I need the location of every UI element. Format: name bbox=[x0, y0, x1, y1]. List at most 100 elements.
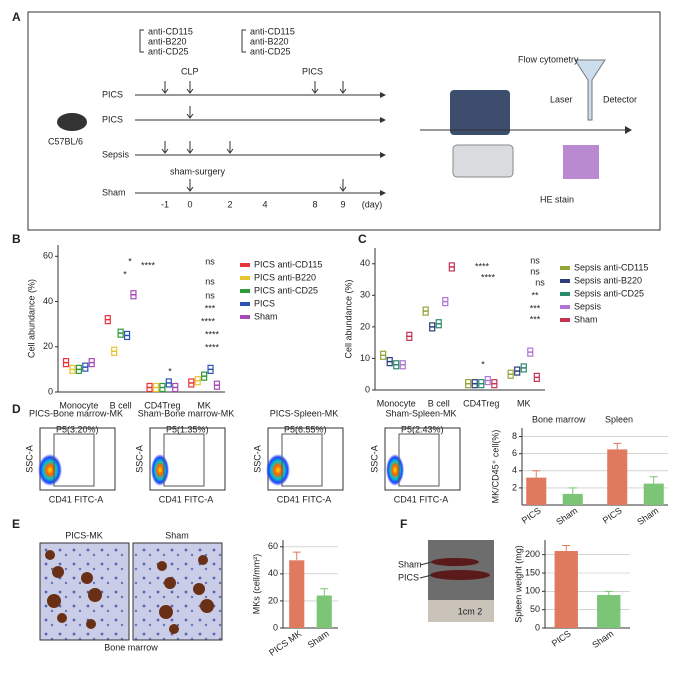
error-bar bbox=[292, 551, 301, 561]
pointer bbox=[419, 561, 433, 566]
row-label: PICS bbox=[102, 114, 123, 124]
legend-label: Sham bbox=[574, 314, 598, 324]
x-tick-label: MK bbox=[197, 400, 211, 410]
group-label: Spleen bbox=[605, 414, 633, 424]
sham-surgery: sham-surgery bbox=[170, 166, 226, 176]
x-tick-label: Sham bbox=[306, 628, 331, 650]
drug: anti-B220 bbox=[250, 36, 289, 46]
y-axis-label: Spleen weight (mg) bbox=[513, 545, 523, 623]
y-tick-label: 40 bbox=[43, 296, 53, 306]
legend-label: PICS anti-B220 bbox=[254, 272, 316, 282]
significance: **** bbox=[481, 272, 496, 282]
day-tick: (day) bbox=[362, 199, 383, 209]
significance: **** bbox=[475, 261, 490, 271]
megakaryocyte bbox=[200, 599, 214, 613]
mouse-label: C57BL/6 bbox=[48, 136, 83, 146]
flow-density bbox=[151, 454, 169, 486]
drug: anti-CD115 bbox=[250, 26, 295, 36]
bar bbox=[607, 449, 628, 505]
megakaryocyte bbox=[198, 555, 208, 565]
flow-density bbox=[38, 454, 62, 486]
legend-label: Sepsis bbox=[574, 301, 602, 311]
timeline-arrow bbox=[380, 190, 386, 196]
day-tick: -1 bbox=[161, 199, 169, 209]
timeline-arrow bbox=[380, 92, 386, 98]
y-tick-label: 40 bbox=[268, 568, 278, 578]
y-tick-label: 6 bbox=[512, 448, 517, 458]
legend-swatch bbox=[240, 263, 250, 267]
x-axis-label: CD41 FITC-A bbox=[277, 494, 332, 504]
y-tick-label: 20 bbox=[43, 341, 53, 351]
drug: anti-CD25 bbox=[148, 46, 189, 56]
image-title: Sham bbox=[165, 530, 189, 540]
x-tick-label: Sham bbox=[590, 628, 615, 650]
y-tick-label: 0 bbox=[535, 622, 540, 632]
megakaryocyte bbox=[157, 561, 167, 571]
event-arrow bbox=[186, 81, 194, 94]
timeline-arrow bbox=[380, 117, 386, 123]
y-axis-label: Cell abundance (%) bbox=[26, 279, 36, 358]
significance: *** bbox=[530, 314, 541, 324]
significance: ns bbox=[535, 277, 545, 287]
y-tick-label: 200 bbox=[525, 549, 540, 559]
y-axis-label: SSC-A bbox=[24, 445, 34, 473]
panel-label: E bbox=[12, 517, 20, 531]
significance: ns bbox=[205, 256, 215, 266]
group-label: Bone marrow bbox=[532, 414, 586, 424]
legend-label: PICS anti-CD25 bbox=[254, 285, 318, 295]
x-tick-label: Sham bbox=[554, 505, 579, 527]
error-bar bbox=[613, 442, 622, 450]
bar bbox=[562, 493, 583, 505]
bracket bbox=[241, 29, 246, 53]
day-tick: 9 bbox=[340, 199, 345, 209]
bracket bbox=[139, 29, 144, 53]
x-tick-label: CD4Treg bbox=[144, 400, 180, 410]
megakaryocyte bbox=[47, 594, 61, 608]
x-axis-label: CD41 FITC-A bbox=[49, 494, 104, 504]
ruler bbox=[428, 600, 494, 622]
gate bbox=[163, 433, 205, 487]
y-tick-label: 50 bbox=[530, 604, 540, 614]
y-tick-label: 0 bbox=[48, 386, 53, 396]
gate bbox=[53, 433, 95, 487]
y-axis-label: SSC-A bbox=[134, 445, 144, 473]
x-tick-label: Monocyte bbox=[59, 400, 98, 410]
legend-swatch bbox=[560, 279, 570, 283]
panel-label: B bbox=[12, 232, 21, 246]
event-arrow bbox=[186, 141, 194, 154]
flow-title: PICS-Bone marrow-MK bbox=[29, 408, 123, 418]
row-label: Sham bbox=[102, 187, 126, 197]
row-label: Sepsis bbox=[102, 149, 130, 159]
error-bar bbox=[568, 487, 577, 494]
drug: anti-B220 bbox=[148, 36, 187, 46]
y-axis-label: SSC-A bbox=[369, 445, 379, 473]
megakaryocyte bbox=[45, 550, 55, 560]
y-tick-label: 10 bbox=[360, 353, 370, 363]
flow-title: Sham-Bone marrow-MK bbox=[138, 408, 235, 418]
significance: * bbox=[481, 359, 485, 369]
flow-title: PICS-Spleen-MK bbox=[270, 408, 339, 418]
organ-label: PICS bbox=[398, 572, 419, 582]
legend-label: PICS bbox=[254, 298, 275, 308]
bar bbox=[597, 595, 621, 628]
y-axis-label: MK/CD45⁺ cell(%) bbox=[490, 430, 500, 504]
significance: * bbox=[168, 366, 172, 376]
error-bar bbox=[532, 470, 541, 478]
stainer-icon bbox=[452, 144, 514, 178]
y-axis-label: Cell abundance (%) bbox=[343, 279, 353, 358]
cytometer-icon bbox=[450, 90, 510, 135]
megakaryocyte bbox=[164, 577, 176, 589]
legend-label: Sepsis anti-B220 bbox=[574, 275, 642, 285]
y-tick-label: 0 bbox=[365, 384, 370, 394]
significance: **** bbox=[205, 329, 220, 339]
laser-label: Laser bbox=[550, 94, 573, 104]
x-tick-label: MK bbox=[517, 398, 531, 408]
error-bar bbox=[649, 476, 658, 484]
legend-swatch bbox=[560, 266, 570, 270]
event-arrow bbox=[161, 81, 169, 94]
significance: ns bbox=[530, 255, 540, 265]
bar bbox=[526, 477, 547, 505]
drug: anti-CD115 bbox=[148, 26, 193, 36]
y-tick-label: 30 bbox=[360, 290, 370, 300]
flow-cell-icon bbox=[574, 59, 606, 121]
